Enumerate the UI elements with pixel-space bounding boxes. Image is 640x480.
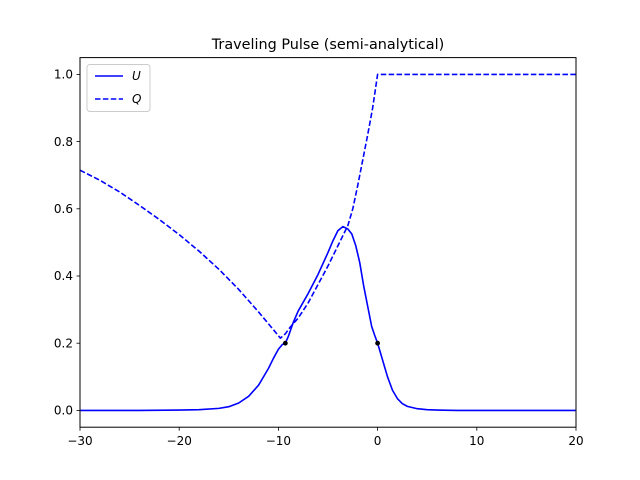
axis-ticks: −30 −20 −10 0 10 20 0.0 0.2 0.4 0.6 0.8 1.0 [54, 68, 584, 449]
x-tick-label: −10 [266, 434, 291, 448]
y-tick-label: 1.0 [54, 68, 73, 82]
y-tick-label: 0.6 [54, 202, 73, 216]
y-tick-label: 0.0 [54, 404, 73, 418]
chart-title: Traveling Pulse (semi-analytical) [211, 37, 445, 53]
x-tick-label: 10 [469, 434, 484, 448]
legend-q-label: Q [132, 92, 141, 106]
marker-point-0 [282, 340, 288, 346]
y-tick-label: 0.2 [54, 336, 73, 350]
plot-area [79, 73, 576, 412]
x-tick-label: 0 [374, 434, 382, 448]
y-tick-label: 0.4 [54, 269, 73, 283]
series-line-q [79, 73, 576, 339]
series-line-u [80, 225, 576, 412]
legend-u-label: U [132, 69, 141, 83]
y-tick-label: 0.8 [54, 135, 73, 149]
x-tick-label: −30 [67, 434, 92, 448]
x-tick-label: −20 [167, 434, 192, 448]
axes-frame [79, 57, 577, 428]
marker-point-1 [375, 340, 380, 346]
x-tick-label: 20 [568, 434, 583, 448]
legend: U Q [86, 64, 151, 112]
